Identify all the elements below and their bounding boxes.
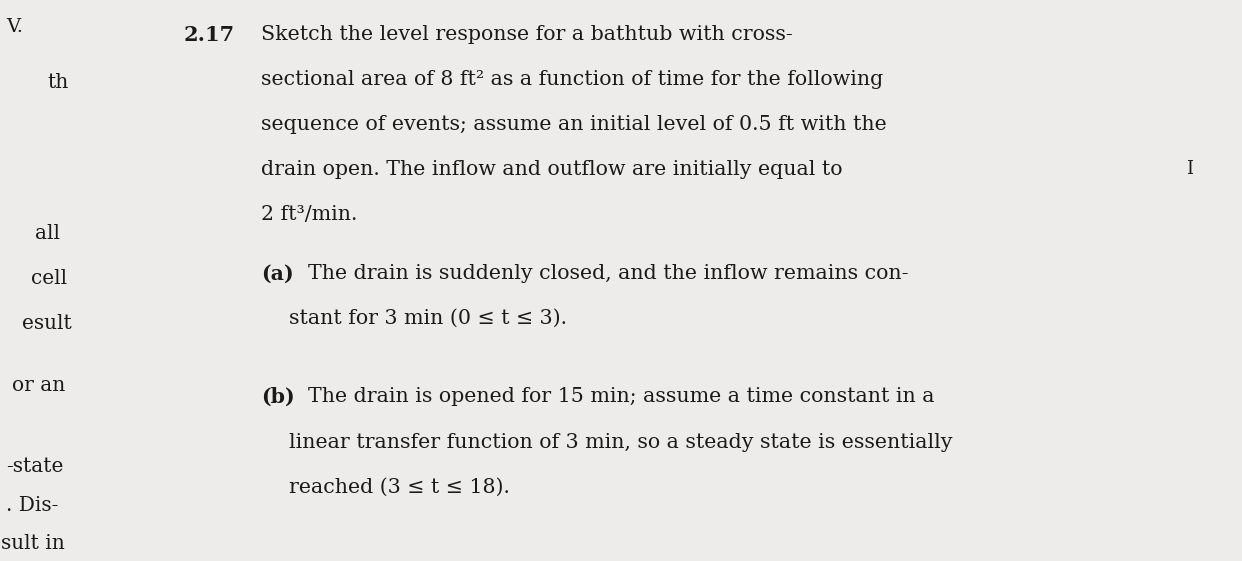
Text: reached (3 ≤ t ≤ 18).: reached (3 ≤ t ≤ 18). bbox=[289, 478, 510, 497]
Text: -state: -state bbox=[6, 457, 63, 476]
Text: sult in: sult in bbox=[1, 534, 65, 553]
Text: 2 ft³/min.: 2 ft³/min. bbox=[261, 205, 358, 224]
Text: drain open. The inflow and outflow are initially equal to: drain open. The inflow and outflow are i… bbox=[261, 160, 842, 179]
Text: (b): (b) bbox=[261, 387, 294, 407]
Text: sectional area of 8 ft² as a function of time for the following: sectional area of 8 ft² as a function of… bbox=[261, 70, 883, 89]
Text: Sketch the level response for a bathtub with cross-: Sketch the level response for a bathtub … bbox=[261, 25, 792, 44]
Text: cell: cell bbox=[31, 269, 67, 288]
Text: stant for 3 min (0 ≤ t ≤ 3).: stant for 3 min (0 ≤ t ≤ 3). bbox=[289, 309, 568, 328]
Text: linear transfer function of 3 min, so a steady state is essentially: linear transfer function of 3 min, so a … bbox=[289, 433, 953, 452]
Text: I: I bbox=[1186, 160, 1194, 178]
Text: or an: or an bbox=[12, 376, 66, 395]
Text: th: th bbox=[47, 73, 68, 92]
Text: 2.17: 2.17 bbox=[184, 25, 235, 45]
Text: sequence of events; assume an initial level of 0.5 ft with the: sequence of events; assume an initial le… bbox=[261, 115, 887, 134]
Text: (a): (a) bbox=[261, 264, 293, 284]
Text: . Dis-: . Dis- bbox=[6, 496, 58, 516]
Text: The drain is suddenly closed, and the inflow remains con-: The drain is suddenly closed, and the in… bbox=[308, 264, 908, 283]
Text: esult: esult bbox=[22, 314, 72, 333]
Text: all: all bbox=[35, 224, 60, 243]
Text: V.: V. bbox=[6, 18, 24, 36]
Text: The drain is opened for 15 min; assume a time constant in a: The drain is opened for 15 min; assume a… bbox=[308, 387, 934, 406]
